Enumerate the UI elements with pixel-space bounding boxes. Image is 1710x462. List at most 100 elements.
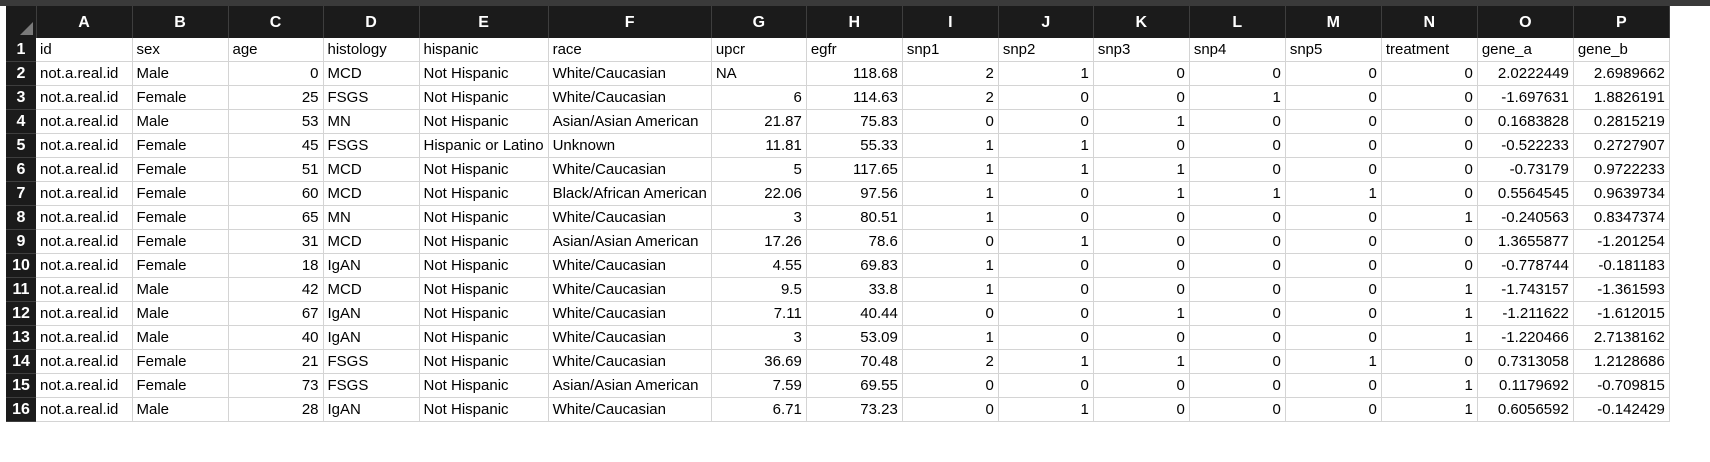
cell-c5[interactable]: 45 xyxy=(228,133,324,158)
column-header-c[interactable]: C xyxy=(228,6,324,38)
cell-k12[interactable]: 1 xyxy=(1093,301,1190,326)
cell-l5[interactable]: 0 xyxy=(1189,133,1286,158)
row-header[interactable]: 2 xyxy=(6,61,36,86)
cell-d1[interactable]: histology xyxy=(323,38,420,62)
cell-l6[interactable]: 0 xyxy=(1189,157,1286,182)
cell-i16[interactable]: 0 xyxy=(902,397,999,422)
cell-p3[interactable]: 1.8826191 xyxy=(1573,85,1670,110)
cell-h15[interactable]: 69.55 xyxy=(806,373,903,398)
cell-h8[interactable]: 80.51 xyxy=(806,205,903,230)
row-header[interactable]: 11 xyxy=(6,277,36,302)
cell-p14[interactable]: 1.2128686 xyxy=(1573,349,1670,374)
cell-e8[interactable]: Not Hispanic xyxy=(419,205,549,230)
cell-m3[interactable]: 0 xyxy=(1285,85,1382,110)
cell-p6[interactable]: 0.9722233 xyxy=(1573,157,1670,182)
cell-h14[interactable]: 70.48 xyxy=(806,349,903,374)
cell-c4[interactable]: 53 xyxy=(228,109,324,134)
cell-p1[interactable]: gene_b xyxy=(1573,38,1670,62)
cell-p15[interactable]: -0.709815 xyxy=(1573,373,1670,398)
cell-l1[interactable]: snp4 xyxy=(1189,38,1286,62)
row-header[interactable]: 4 xyxy=(6,109,36,134)
cell-e15[interactable]: Not Hispanic xyxy=(419,373,549,398)
cell-k14[interactable]: 1 xyxy=(1093,349,1190,374)
cell-b4[interactable]: Male xyxy=(132,109,229,134)
cell-d11[interactable]: MCD xyxy=(323,277,420,302)
cell-c6[interactable]: 51 xyxy=(228,157,324,182)
cell-l14[interactable]: 0 xyxy=(1189,349,1286,374)
cell-h1[interactable]: egfr xyxy=(806,38,903,62)
cell-j2[interactable]: 1 xyxy=(998,61,1094,86)
cell-p4[interactable]: 0.2815219 xyxy=(1573,109,1670,134)
cell-k4[interactable]: 1 xyxy=(1093,109,1190,134)
cell-a11[interactable]: not.a.real.id xyxy=(36,277,133,302)
cell-f8[interactable]: White/Caucasian xyxy=(548,205,712,230)
cell-g4[interactable]: 21.87 xyxy=(711,109,807,134)
cell-m11[interactable]: 0 xyxy=(1285,277,1382,302)
cell-a8[interactable]: not.a.real.id xyxy=(36,205,133,230)
cell-k7[interactable]: 1 xyxy=(1093,181,1190,206)
cell-o7[interactable]: 0.5564545 xyxy=(1477,181,1574,206)
cell-o2[interactable]: 2.0222449 xyxy=(1477,61,1574,86)
column-header-a[interactable]: A xyxy=(36,6,133,38)
cell-j7[interactable]: 0 xyxy=(998,181,1094,206)
cell-d7[interactable]: MCD xyxy=(323,181,420,206)
cell-e16[interactable]: Not Hispanic xyxy=(419,397,549,422)
cell-g6[interactable]: 5 xyxy=(711,157,807,182)
cell-m7[interactable]: 1 xyxy=(1285,181,1382,206)
cell-a2[interactable]: not.a.real.id xyxy=(36,61,133,86)
cell-l7[interactable]: 1 xyxy=(1189,181,1286,206)
cell-g2[interactable]: NA xyxy=(711,61,807,86)
cell-j4[interactable]: 0 xyxy=(998,109,1094,134)
cell-d9[interactable]: MCD xyxy=(323,229,420,254)
cell-g16[interactable]: 6.71 xyxy=(711,397,807,422)
cell-c7[interactable]: 60 xyxy=(228,181,324,206)
cell-h2[interactable]: 118.68 xyxy=(806,61,903,86)
cell-j12[interactable]: 0 xyxy=(998,301,1094,326)
cell-o14[interactable]: 0.7313058 xyxy=(1477,349,1574,374)
cell-o3[interactable]: -1.697631 xyxy=(1477,85,1574,110)
cell-m10[interactable]: 0 xyxy=(1285,253,1382,278)
cell-m4[interactable]: 0 xyxy=(1285,109,1382,134)
cell-o9[interactable]: 1.3655877 xyxy=(1477,229,1574,254)
cell-n3[interactable]: 0 xyxy=(1381,85,1478,110)
cell-c12[interactable]: 67 xyxy=(228,301,324,326)
cell-h7[interactable]: 97.56 xyxy=(806,181,903,206)
column-header-f[interactable]: F xyxy=(548,6,712,38)
column-header-m[interactable]: M xyxy=(1285,6,1382,38)
cell-m2[interactable]: 0 xyxy=(1285,61,1382,86)
cell-l10[interactable]: 0 xyxy=(1189,253,1286,278)
row-header[interactable]: 9 xyxy=(6,229,36,254)
cell-e3[interactable]: Not Hispanic xyxy=(419,85,549,110)
cell-l9[interactable]: 0 xyxy=(1189,229,1286,254)
cell-m12[interactable]: 0 xyxy=(1285,301,1382,326)
cell-n15[interactable]: 1 xyxy=(1381,373,1478,398)
cell-j3[interactable]: 0 xyxy=(998,85,1094,110)
cell-a9[interactable]: not.a.real.id xyxy=(36,229,133,254)
cell-h11[interactable]: 33.8 xyxy=(806,277,903,302)
cell-i10[interactable]: 1 xyxy=(902,253,999,278)
cell-c9[interactable]: 31 xyxy=(228,229,324,254)
cell-k3[interactable]: 0 xyxy=(1093,85,1190,110)
cell-n5[interactable]: 0 xyxy=(1381,133,1478,158)
row-header[interactable]: 15 xyxy=(6,373,36,398)
cell-b16[interactable]: Male xyxy=(132,397,229,422)
cell-i6[interactable]: 1 xyxy=(902,157,999,182)
cell-b3[interactable]: Female xyxy=(132,85,229,110)
cell-b5[interactable]: Female xyxy=(132,133,229,158)
cell-g3[interactable]: 6 xyxy=(711,85,807,110)
cell-c15[interactable]: 73 xyxy=(228,373,324,398)
cell-g9[interactable]: 17.26 xyxy=(711,229,807,254)
cell-f14[interactable]: White/Caucasian xyxy=(548,349,712,374)
cell-j14[interactable]: 1 xyxy=(998,349,1094,374)
cell-j6[interactable]: 1 xyxy=(998,157,1094,182)
cell-b7[interactable]: Female xyxy=(132,181,229,206)
cell-f1[interactable]: race xyxy=(548,38,712,62)
cell-l8[interactable]: 0 xyxy=(1189,205,1286,230)
cell-g1[interactable]: upcr xyxy=(711,38,807,62)
cell-d4[interactable]: MN xyxy=(323,109,420,134)
cell-m6[interactable]: 0 xyxy=(1285,157,1382,182)
cell-f2[interactable]: White/Caucasian xyxy=(548,61,712,86)
cell-p7[interactable]: 0.9639734 xyxy=(1573,181,1670,206)
cell-i13[interactable]: 1 xyxy=(902,325,999,350)
cell-o12[interactable]: -1.211622 xyxy=(1477,301,1574,326)
